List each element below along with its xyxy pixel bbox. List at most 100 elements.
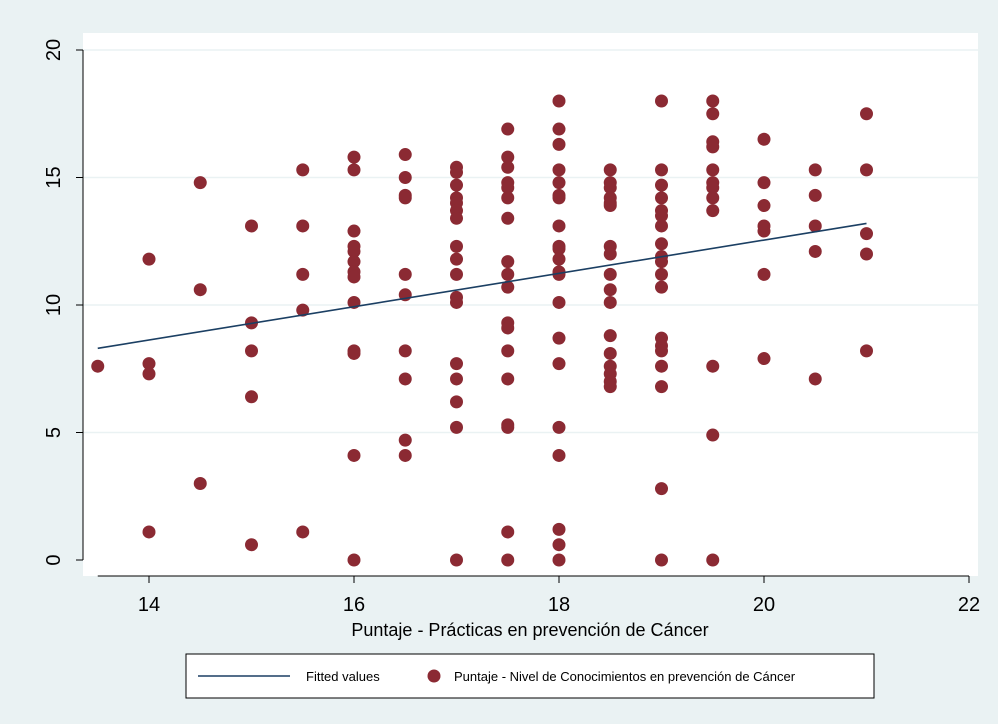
data-point-82 [553,191,566,204]
data-point-116 [655,179,668,192]
data-point-20 [348,225,361,238]
data-point-55 [450,395,463,408]
data-point-137 [706,163,719,176]
x-tick-label-2: 18 [548,594,570,616]
data-point-157 [860,107,873,120]
data-point-94 [553,523,566,536]
data-point-53 [450,357,463,370]
data-point-25 [348,270,361,283]
data-point-54 [450,372,463,385]
data-point-104 [604,248,617,261]
data-point-76 [553,95,566,108]
data-point-40 [399,449,412,462]
data-point-18 [348,151,361,164]
data-point-129 [655,360,668,373]
data-point-92 [553,421,566,434]
data-point-49 [450,253,463,266]
data-point-102 [604,199,617,212]
data-point-106 [604,283,617,296]
data-point-108 [604,329,617,342]
data-point-89 [553,296,566,309]
data-point-4 [143,525,156,538]
data-point-91 [553,357,566,370]
data-point-105 [604,268,617,281]
data-point-86 [553,253,566,266]
data-point-133 [706,95,719,108]
data-point-52 [450,296,463,309]
y-tick-label-3: 15 [43,166,65,188]
data-point-90 [553,332,566,345]
x-tick-label-4: 22 [958,594,980,616]
x-tick-label-1: 16 [343,594,365,616]
data-point-132 [655,554,668,567]
data-point-28 [348,347,361,360]
data-point-145 [758,133,771,146]
data-point-31 [399,148,412,161]
x-tick-label-0: 14 [138,594,160,616]
y-tick-label-1: 5 [43,427,65,438]
data-point-65 [501,255,514,268]
data-point-109 [604,347,617,360]
data-point-63 [501,191,514,204]
data-point-37 [399,344,412,357]
data-point-60 [501,161,514,174]
data-point-158 [860,163,873,176]
data-point-160 [860,248,873,261]
data-point-128 [655,344,668,357]
y-tick-label-4: 20 [43,39,65,61]
y-tick-label-2: 10 [43,294,65,316]
data-point-32 [399,171,412,184]
legend-label-points: Puntaje - Nivel de Conocimientos en prev… [454,669,796,684]
data-point-151 [758,352,771,365]
data-point-150 [758,268,771,281]
data-point-64 [501,212,514,225]
data-point-121 [655,237,668,250]
data-point-96 [553,554,566,567]
data-point-6 [194,283,207,296]
data-point-47 [450,212,463,225]
data-point-142 [706,360,719,373]
data-point-13 [296,163,309,176]
data-point-79 [553,163,566,176]
data-point-8 [245,219,258,232]
data-point-107 [604,296,617,309]
data-point-30 [348,554,361,567]
data-point-71 [501,372,514,385]
data-point-97 [604,163,617,176]
data-point-159 [860,227,873,240]
x-tick-label-3: 20 [753,594,775,616]
data-point-39 [399,434,412,447]
data-point-17 [296,525,309,538]
data-point-125 [655,281,668,294]
data-point-11 [245,390,258,403]
data-point-56 [450,421,463,434]
data-point-146 [758,176,771,189]
data-point-147 [758,199,771,212]
data-point-73 [501,421,514,434]
data-point-74 [501,525,514,538]
data-point-156 [809,372,822,385]
data-point-93 [553,449,566,462]
data-point-83 [553,219,566,232]
data-point-134 [706,107,719,120]
data-point-95 [553,538,566,551]
data-point-5 [194,176,207,189]
legend-label-fitted: Fitted values [306,669,380,684]
data-point-136 [706,140,719,153]
data-point-50 [450,268,463,281]
data-point-114 [655,95,668,108]
data-point-48 [450,240,463,253]
data-point-117 [655,191,668,204]
data-point-3 [143,367,156,380]
data-point-149 [758,225,771,238]
legend: Fitted values Puntaje - Nivel de Conocimi… [186,654,874,698]
data-point-29 [348,449,361,462]
data-point-80 [553,176,566,189]
x-axis-title: Puntaje - Prácticas en prevención de Cán… [351,620,708,640]
data-point-57 [450,554,463,567]
data-point-14 [296,219,309,232]
data-point-153 [809,189,822,202]
data-point-130 [655,380,668,393]
data-point-161 [860,344,873,357]
